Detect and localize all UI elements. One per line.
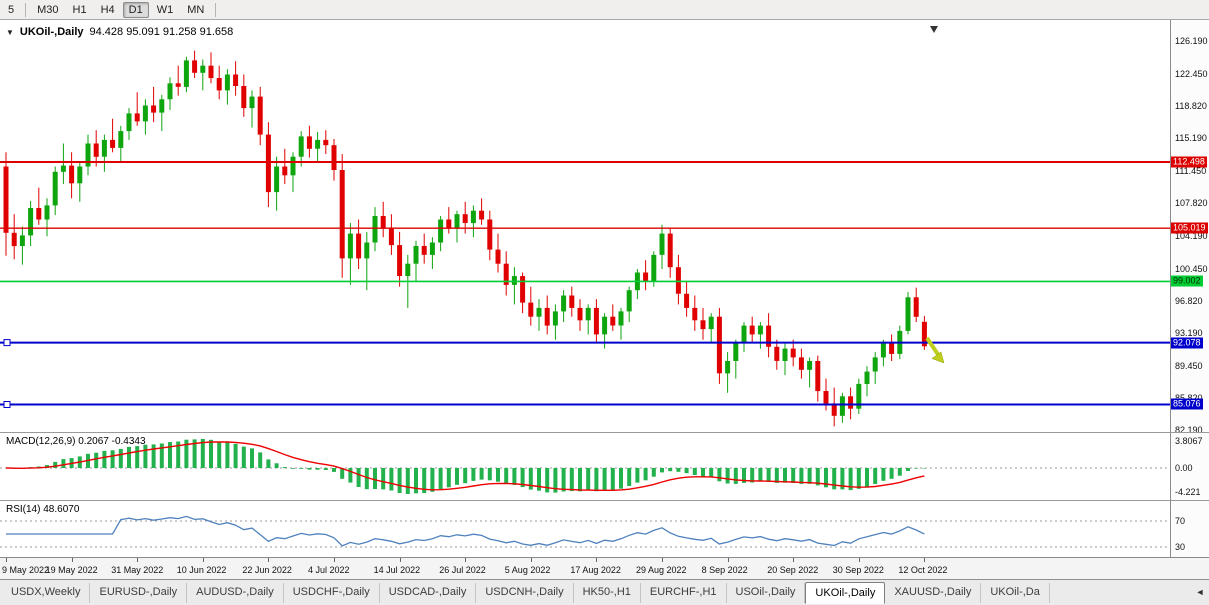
- time-axis-label: 26 Jul 2022: [439, 565, 486, 575]
- price-axis-tick: 111.450: [1175, 166, 1207, 177]
- level-price-badge: 99.002: [1171, 275, 1203, 287]
- timeframe-button-w1[interactable]: W1: [156, 3, 174, 16]
- price-axis-tick: 115.190: [1175, 133, 1207, 144]
- price-axis-tick: 100.450: [1175, 263, 1208, 274]
- toolbar-separator: [25, 2, 27, 17]
- macd-chart-canvas[interactable]: [0, 434, 1170, 500]
- timeframe-button-h1[interactable]: H1: [72, 3, 87, 16]
- price-axis-tick: 107.820: [1175, 198, 1208, 209]
- time-axis-tick: [71, 558, 73, 562]
- time-axis-label: 22 Jun 2022: [242, 565, 292, 575]
- chart-tab-audusd-daily[interactable]: AUDUSD-,Daily: [187, 583, 284, 603]
- chart-tab-usoil-daily[interactable]: USOil-,Daily: [727, 583, 806, 603]
- time-axis-label: 12 Oct 2022: [898, 565, 948, 575]
- timeframe-button-mn[interactable]: MN: [187, 3, 205, 16]
- rsi-indicator-panel: RSI(14) 48.6070 70 30: [0, 500, 1209, 557]
- chart-tab-usdcnh-daily[interactable]: USDCNH-,Daily: [476, 583, 574, 603]
- level-price-badge: 92.078: [1171, 337, 1203, 349]
- time-axis-label: 29 Aug 2022: [636, 565, 687, 575]
- rsi-axis: 70 30: [1170, 501, 1209, 557]
- time-axis-label: 31 May 2022: [111, 565, 164, 575]
- macd-axis: 3.8067 0.00 -4.221: [1170, 433, 1209, 500]
- price-axis-tick: 126.190: [1175, 36, 1208, 46]
- timeframe-button-m30[interactable]: M30: [37, 3, 59, 16]
- price-axis: 126.190 122.450 118.820 115.190 111.450 107.8…: [1170, 20, 1209, 435]
- time-axis-label: 19 May 2022: [45, 565, 98, 575]
- chart-tab-usdchf-daily[interactable]: USDCHF-,Daily: [284, 583, 380, 603]
- time-axis-tick: [662, 558, 663, 562]
- time-axis-tick: [465, 558, 467, 562]
- time-axis-tick: [727, 558, 729, 562]
- rsi-level-30: 30: [1175, 542, 1186, 552]
- time-axis-tick: [202, 558, 204, 562]
- timeframe-toolbar: 5 M30 H1 H4 D1 W1 MN: [0, 0, 1209, 20]
- chart-tab-eurusd-daily[interactable]: EURUSD-,Daily: [90, 583, 188, 603]
- chart-tab-usdx-weekly[interactable]: USDX,Weekly: [2, 583, 91, 603]
- timeframe-button-d1[interactable]: D1: [122, 1, 149, 18]
- toolbar-separator: [215, 2, 217, 17]
- price-axis-tick: 122.450: [1175, 69, 1208, 80]
- chart-tab-eurchf-h1[interactable]: EURCHF-,H1: [641, 583, 727, 603]
- time-axis-tick: [596, 558, 598, 562]
- timeframe-button-h4[interactable]: H4: [100, 3, 115, 16]
- price-axis-tick: 82.190: [1175, 425, 1203, 435]
- chart-ohlc-values: 94.428 95.091 91.258 91.658: [89, 26, 234, 38]
- price-chart-canvas[interactable]: [0, 20, 1170, 432]
- time-axis-label: 4 Jul 2022: [308, 565, 350, 575]
- chart-tab-usdcad-daily[interactable]: USDCAD-,Daily: [380, 583, 477, 603]
- time-axis-tick: [793, 558, 795, 562]
- time-axis-tick: [858, 558, 860, 562]
- time-axis-label: 20 Sep 2022: [767, 565, 819, 575]
- level-price-badge: 112.498: [1171, 156, 1207, 168]
- price-axis-tick: 85.820: [1175, 392, 1203, 403]
- time-axis-label: 5 Aug 2022: [504, 565, 551, 575]
- time-axis-label: 17 Aug 2022: [570, 565, 621, 575]
- time-axis-tick: [334, 558, 335, 562]
- price-axis-tick: 93.190: [1175, 327, 1203, 338]
- time-axis-tick: [6, 558, 7, 562]
- macd-axis-max: 3.8067: [1175, 436, 1203, 446]
- price-axis-tick: 89.450: [1175, 360, 1203, 371]
- time-axis-tick: [924, 558, 926, 562]
- chart-symbol-label: UKOil-,Daily: [19, 26, 84, 38]
- timeframe-buttons: 5 M30 H1 H4 D1 W1 MN: [0, 0, 220, 19]
- time-axis-tick: [268, 558, 270, 562]
- chart-tab-ukoil-daily[interactable]: UKOil-,Daily: [805, 582, 886, 604]
- level-price-badge: 105.019: [1171, 222, 1208, 234]
- chart-tabs: USDX,Weekly EURUSD-,Daily AUDUSD-,Daily USD…: [0, 580, 1191, 605]
- time-axis-label: 10 Jun 2022: [176, 565, 227, 575]
- time-axis: 9 May 2022 19 May 2022 31 May 2022 10 Jun 2…: [0, 557, 1209, 579]
- price-axis-tick: 96.820: [1175, 295, 1203, 306]
- rsi-indicator-label: RSI(14) 48.6070: [6, 504, 80, 515]
- macd-indicator-panel: MACD(12,26,9) 0.2067 -0.4343 3.8067 0.00…: [0, 432, 1209, 500]
- price-axis-tick: 118.820: [1175, 101, 1207, 112]
- time-axis-label: 8 Sep 2022: [701, 565, 748, 575]
- time-axis-tick: [530, 558, 532, 562]
- time-axis-label: 30 Sep 2022: [832, 565, 884, 575]
- time-axis-tick: [137, 558, 139, 562]
- macd-indicator-label: MACD(12,26,9) 0.2067 -0.4343: [6, 436, 146, 447]
- price-axis-tick: 104.190: [1175, 230, 1208, 241]
- chart-tab-ukoil-da[interactable]: UKOil-,Da: [981, 583, 1050, 603]
- chart-tab-bar: USDX,Weekly EURUSD-,Daily AUDUSD-,Daily USD…: [0, 579, 1209, 605]
- time-axis-label: 14 Jul 2022: [373, 565, 421, 575]
- rsi-chart-canvas[interactable]: [0, 502, 1170, 557]
- chart-shift-marker-icon: [930, 26, 938, 33]
- level-price-badge: 85.076: [1171, 398, 1203, 410]
- macd-axis-zero: 0.00: [1175, 463, 1193, 474]
- chart-header: ▼ UKOil-,Daily 94.428 95.091 91.258 91.6…: [6, 26, 233, 38]
- time-axis-label: 9 May 2022: [2, 565, 50, 575]
- timeframe-button-5[interactable]: 5: [8, 3, 15, 16]
- chart-tab-hk50-h1[interactable]: HK50-,H1: [574, 583, 641, 603]
- chart-tab-xauusd-daily[interactable]: XAUUSD-,Daily: [885, 583, 982, 603]
- collapse-chart-icon[interactable]: ▼: [6, 27, 14, 37]
- main-chart-panel: ▼ UKOil-,Daily 94.428 95.091 91.258 91.6…: [0, 20, 1209, 435]
- time-axis-tick: [399, 558, 401, 562]
- rsi-level-70: 70: [1175, 516, 1186, 526]
- tab-scroll-left-arrow[interactable]: ◄: [1195, 587, 1205, 597]
- macd-axis-min: -4.221: [1175, 487, 1201, 497]
